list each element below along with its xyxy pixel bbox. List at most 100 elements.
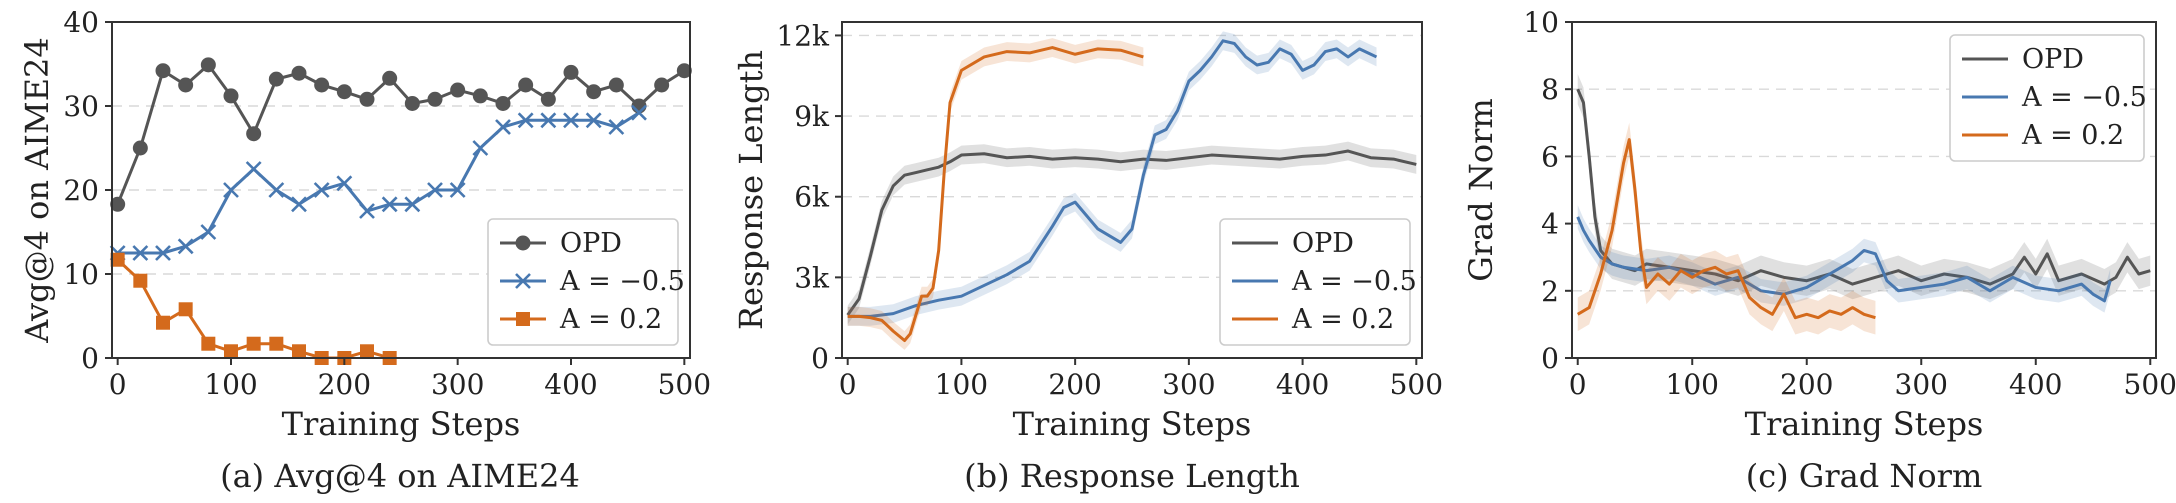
subplot-caption: (b) Response Length [964, 457, 1300, 495]
data-point [449, 182, 466, 198]
data-point [450, 82, 466, 98]
legend-label: A = −0.5 [1291, 266, 1417, 297]
x-axis-label: Training Steps [1745, 405, 1984, 443]
legend-marker [515, 235, 531, 251]
data-point [563, 64, 579, 80]
legend: OPD A = −0.5 A = 0.2 [1219, 218, 1417, 346]
series-band-1 [847, 141, 1417, 325]
data-point [314, 77, 330, 93]
legend: OPD A = −0.5 A = 0.2 [1949, 34, 2147, 162]
data-point [201, 336, 216, 351]
data-point [608, 77, 624, 93]
series-line-2 [847, 39, 1378, 318]
data-point [292, 344, 306, 359]
data-point [654, 77, 670, 93]
legend-label: A = 0.2 [1291, 304, 1394, 335]
data-point [404, 196, 421, 213]
data-point [223, 182, 239, 198]
series-band-3 [1577, 122, 1876, 335]
subplot-3: 0 100 200 300 400 500 0 2 4 6 8 10 Training Steps Gra… [1462, 6, 2176, 495]
data-point [177, 238, 194, 255]
data-point [132, 245, 149, 261]
data-point [268, 182, 285, 198]
data-point [404, 95, 420, 111]
x-tick-label: 300 [431, 368, 484, 401]
legend-label: OPD [1292, 228, 1354, 259]
data-point [313, 182, 330, 198]
x-tick-label: 200 [318, 368, 371, 401]
subplot-caption: (c) Grad Norm [1746, 457, 1983, 495]
legend-label: A = 0.2 [559, 304, 662, 335]
legend-marker [516, 312, 530, 326]
data-point [585, 112, 602, 129]
legend-marker [515, 273, 531, 289]
x-tick-label: 100 [935, 368, 988, 401]
series-line-2 [1576, 216, 2112, 303]
data-point [200, 57, 216, 73]
y-axis-label: Response Length [732, 50, 770, 330]
y-tick-label: 3k [794, 261, 830, 294]
y-axis-label: Grad Norm [1462, 98, 1500, 282]
y-tick-label: 6k [794, 181, 830, 214]
x-tick-label: 0 [109, 368, 127, 401]
data-point [586, 84, 602, 100]
data-point [246, 336, 261, 351]
data-point [200, 224, 217, 240]
x-tick-label: 400 [544, 368, 597, 401]
data-point [495, 119, 511, 135]
data-point [224, 344, 238, 359]
x-tick-label: 100 [1666, 368, 1719, 401]
legend-label: A = 0.2 [2021, 120, 2124, 151]
series-band-1 [1577, 74, 2151, 300]
data-point [563, 112, 579, 129]
series-band-2 [1577, 205, 2111, 313]
data-point [336, 175, 353, 192]
data-point [155, 63, 171, 79]
data-point [495, 95, 511, 111]
series-line-3 [1576, 138, 1876, 320]
data-point [336, 84, 352, 100]
y-tick-label: 40 [63, 6, 99, 39]
y-tick-label: 0 [81, 342, 99, 375]
data-point [608, 119, 625, 135]
legend-box [1949, 34, 2145, 162]
data-point [155, 245, 171, 261]
data-point [156, 315, 170, 330]
data-point [359, 203, 375, 219]
y-tick-label: 10 [1523, 6, 1559, 39]
data-point [246, 126, 262, 142]
series-line-1 [846, 149, 1417, 316]
series-band-2 [847, 31, 1377, 326]
data-point [291, 196, 307, 213]
x-tick-label: 300 [1895, 368, 1948, 401]
data-point [676, 63, 692, 79]
series-line-1 [116, 63, 686, 205]
data-point [472, 88, 488, 104]
y-tick-label: 30 [63, 90, 99, 123]
data-point [518, 77, 534, 93]
x-tick-label: 500 [2124, 368, 2176, 401]
y-tick-label: 6 [1541, 140, 1559, 173]
y-tick-label: 10 [63, 258, 99, 291]
x-tick-label: 500 [1390, 368, 1443, 401]
x-tick-label: 200 [1780, 368, 1833, 401]
legend-label: A = −0.5 [559, 266, 685, 297]
y-tick-label: 12k [776, 19, 830, 52]
subplot-2: 0 100 200 300 400 500 0 3k 6k 9k 12k Training Steps… [732, 19, 1443, 495]
plot-area [846, 31, 1417, 350]
x-tick-label: 500 [658, 368, 711, 401]
data-point [381, 196, 398, 213]
legend: OPD A = −0.5 A = 0.2 [487, 218, 685, 346]
data-point [110, 252, 125, 267]
data-point [631, 104, 647, 121]
data-point [427, 91, 443, 107]
x-axis-label: Training Steps [1013, 405, 1252, 443]
data-point [132, 140, 148, 156]
legend-label: OPD [560, 228, 622, 259]
y-axis-label: Avg@4 on AIME24 [18, 37, 56, 344]
y-tick-label: 9k [794, 100, 830, 133]
legend-label: A = −0.5 [2021, 82, 2147, 113]
axes-frame [1571, 21, 2157, 359]
data-point [427, 182, 443, 198]
